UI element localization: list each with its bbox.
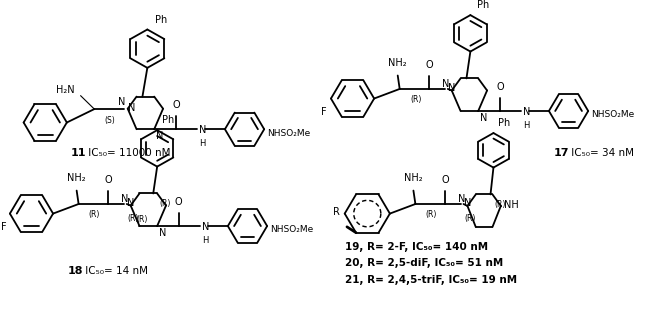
- Text: O: O: [496, 82, 504, 92]
- Text: NH: NH: [504, 200, 519, 210]
- Text: 18: 18: [68, 266, 83, 276]
- Text: N: N: [127, 198, 134, 208]
- Text: 11: 11: [71, 148, 86, 158]
- Text: O: O: [104, 175, 112, 185]
- Text: N: N: [480, 113, 488, 123]
- Text: N: N: [118, 97, 125, 107]
- Text: IC₅₀= 11000 nM: IC₅₀= 11000 nM: [84, 148, 170, 158]
- Text: 21, R= 2,4,5-triF, IC₅₀= 19 nM: 21, R= 2,4,5-triF, IC₅₀= 19 nM: [344, 275, 517, 285]
- Text: 17: 17: [554, 148, 569, 158]
- Text: F: F: [321, 107, 327, 117]
- Text: NH₂: NH₂: [389, 58, 407, 68]
- Text: NH₂: NH₂: [404, 173, 422, 183]
- Text: (R): (R): [495, 200, 506, 209]
- Text: O: O: [175, 197, 183, 207]
- Text: Ph: Ph: [499, 118, 511, 128]
- Text: N: N: [443, 78, 450, 89]
- Text: NHSO₂Me: NHSO₂Me: [270, 225, 313, 234]
- Text: 20, R= 2,5-diF, IC₅₀= 51 nM: 20, R= 2,5-diF, IC₅₀= 51 nM: [344, 258, 503, 268]
- Text: N: N: [156, 131, 164, 141]
- Text: (R): (R): [88, 210, 100, 219]
- Text: (S): (S): [104, 116, 115, 125]
- Text: N: N: [122, 194, 129, 203]
- Text: N: N: [458, 194, 465, 204]
- Text: N: N: [463, 198, 471, 208]
- Text: N: N: [200, 125, 207, 135]
- Text: (R): (R): [159, 199, 170, 208]
- Text: O: O: [425, 60, 433, 70]
- Text: (R): (R): [411, 95, 422, 104]
- Text: F: F: [1, 222, 7, 232]
- Text: O: O: [441, 175, 448, 185]
- Text: (R): (R): [465, 214, 476, 223]
- Text: NH₂: NH₂: [68, 173, 86, 183]
- Text: N: N: [523, 107, 531, 117]
- Text: Ph: Ph: [162, 115, 174, 125]
- Text: N: N: [159, 228, 166, 238]
- Text: NHSO₂Me: NHSO₂Me: [591, 110, 634, 119]
- Text: N: N: [202, 222, 210, 232]
- Text: H: H: [200, 139, 206, 148]
- Text: O: O: [172, 100, 179, 110]
- Text: Ph: Ph: [155, 15, 168, 25]
- Text: 19, R= 2-F, IC₅₀= 140 nM: 19, R= 2-F, IC₅₀= 140 nM: [344, 242, 488, 252]
- Text: N: N: [127, 103, 135, 113]
- Text: H: H: [202, 236, 209, 245]
- Text: (R): (R): [425, 210, 437, 219]
- Text: H₂N: H₂N: [56, 85, 75, 95]
- Text: N: N: [448, 83, 455, 93]
- Text: Ph: Ph: [477, 0, 489, 10]
- Text: R: R: [333, 207, 340, 217]
- Text: IC₅₀= 34 nM: IC₅₀= 34 nM: [567, 148, 634, 158]
- Text: (R): (R): [127, 214, 139, 223]
- Text: NHSO₂Me: NHSO₂Me: [267, 128, 311, 138]
- Text: H: H: [523, 121, 530, 130]
- Text: (R): (R): [136, 215, 148, 224]
- Text: IC₅₀= 14 nM: IC₅₀= 14 nM: [81, 266, 148, 276]
